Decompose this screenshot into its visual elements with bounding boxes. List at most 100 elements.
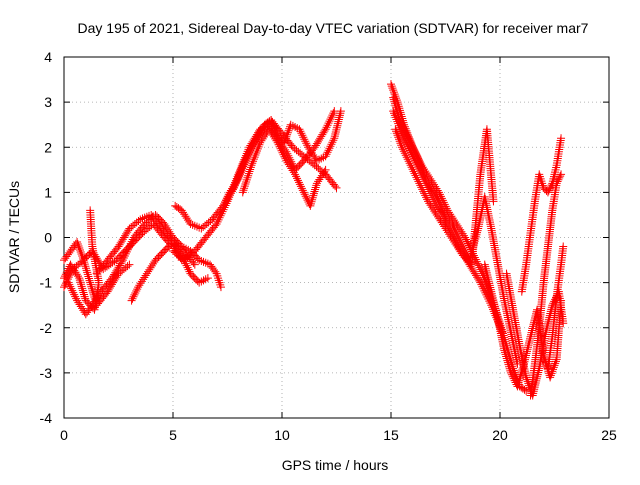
data-point — [389, 107, 398, 116]
data-point — [551, 357, 560, 366]
data-point — [274, 140, 283, 149]
x-tick-label: 5 — [169, 427, 177, 443]
data-point — [552, 179, 561, 188]
data-point — [73, 240, 82, 249]
data-point — [500, 346, 509, 355]
data-point — [323, 148, 332, 157]
data-point — [484, 277, 493, 286]
data-point — [117, 257, 126, 266]
data-point — [270, 123, 279, 132]
data-point — [241, 180, 250, 189]
data-point — [77, 280, 86, 289]
series-sat-06 — [127, 238, 212, 305]
data-point — [535, 170, 544, 179]
y-tick-label: 1 — [44, 184, 52, 200]
data-point — [548, 367, 557, 376]
data-point — [419, 175, 428, 184]
data-point — [483, 292, 492, 301]
data-point — [502, 354, 511, 363]
data-point — [508, 372, 517, 381]
data-point — [500, 348, 509, 357]
data-point — [395, 123, 404, 132]
data-point — [452, 238, 461, 247]
data-point — [399, 147, 408, 156]
data-point — [482, 268, 491, 277]
data-point — [311, 183, 320, 192]
data-point — [248, 140, 257, 149]
data-point — [490, 300, 499, 309]
data-point — [245, 148, 254, 157]
y-tick-label: -3 — [40, 365, 53, 381]
data-point — [425, 187, 434, 196]
data-point — [443, 219, 452, 228]
data-point — [387, 80, 395, 89]
data-point — [77, 250, 86, 259]
data-point — [240, 184, 249, 193]
data-point — [306, 199, 315, 208]
data-point — [392, 129, 401, 138]
data-point — [447, 228, 456, 237]
data-point — [334, 115, 343, 124]
data-point — [546, 182, 555, 191]
y-tick-label: 0 — [44, 230, 52, 246]
series-sat-04 — [64, 210, 225, 319]
data-point — [402, 138, 411, 147]
data-point — [321, 125, 330, 134]
data-point — [397, 127, 406, 136]
data-point — [282, 132, 291, 141]
data-point — [329, 109, 338, 118]
data-point — [317, 154, 326, 163]
data-point — [389, 86, 398, 95]
data-point — [84, 274, 93, 283]
data-point — [395, 121, 404, 130]
data-point — [475, 263, 484, 272]
data-point — [233, 176, 242, 185]
data-point — [487, 289, 496, 298]
data-point — [387, 82, 396, 91]
data-point — [249, 157, 258, 166]
data-point — [401, 136, 410, 145]
data-point — [331, 127, 340, 136]
data-point — [296, 182, 305, 191]
data-point — [400, 134, 409, 143]
data-point — [201, 275, 210, 284]
data-point — [332, 123, 341, 132]
data-point — [281, 134, 290, 143]
data-point — [240, 158, 249, 167]
data-point — [545, 184, 554, 193]
data-point — [533, 370, 542, 379]
data-point — [501, 350, 510, 359]
data-point — [546, 371, 555, 380]
data-point — [128, 294, 137, 303]
data-point — [75, 244, 84, 253]
data-point — [417, 171, 426, 180]
data-point — [298, 131, 307, 140]
series-sat-05 — [92, 210, 199, 278]
series-sat-17 — [517, 134, 566, 296]
data-point — [61, 270, 70, 279]
data-point — [390, 97, 399, 106]
data-point — [182, 261, 191, 270]
y-tick-label: -1 — [40, 275, 53, 291]
data-point — [335, 113, 344, 122]
y-tick-label: -2 — [40, 320, 53, 336]
x-tick-label: 0 — [60, 427, 68, 443]
data-point — [541, 328, 550, 337]
data-point — [479, 284, 488, 293]
data-point — [301, 137, 310, 146]
data-point — [414, 164, 423, 173]
data-point — [246, 146, 255, 155]
data-point — [83, 268, 92, 277]
data-point — [506, 368, 515, 377]
data-point — [547, 369, 556, 378]
data-point — [246, 165, 255, 174]
data-point — [528, 326, 537, 335]
data-point — [221, 198, 230, 207]
data-point — [214, 276, 223, 285]
data-point — [244, 171, 253, 180]
data-point — [557, 134, 566, 143]
data-point — [80, 258, 89, 267]
data-point — [283, 128, 292, 137]
data-point — [75, 274, 84, 283]
data-point — [239, 186, 248, 195]
